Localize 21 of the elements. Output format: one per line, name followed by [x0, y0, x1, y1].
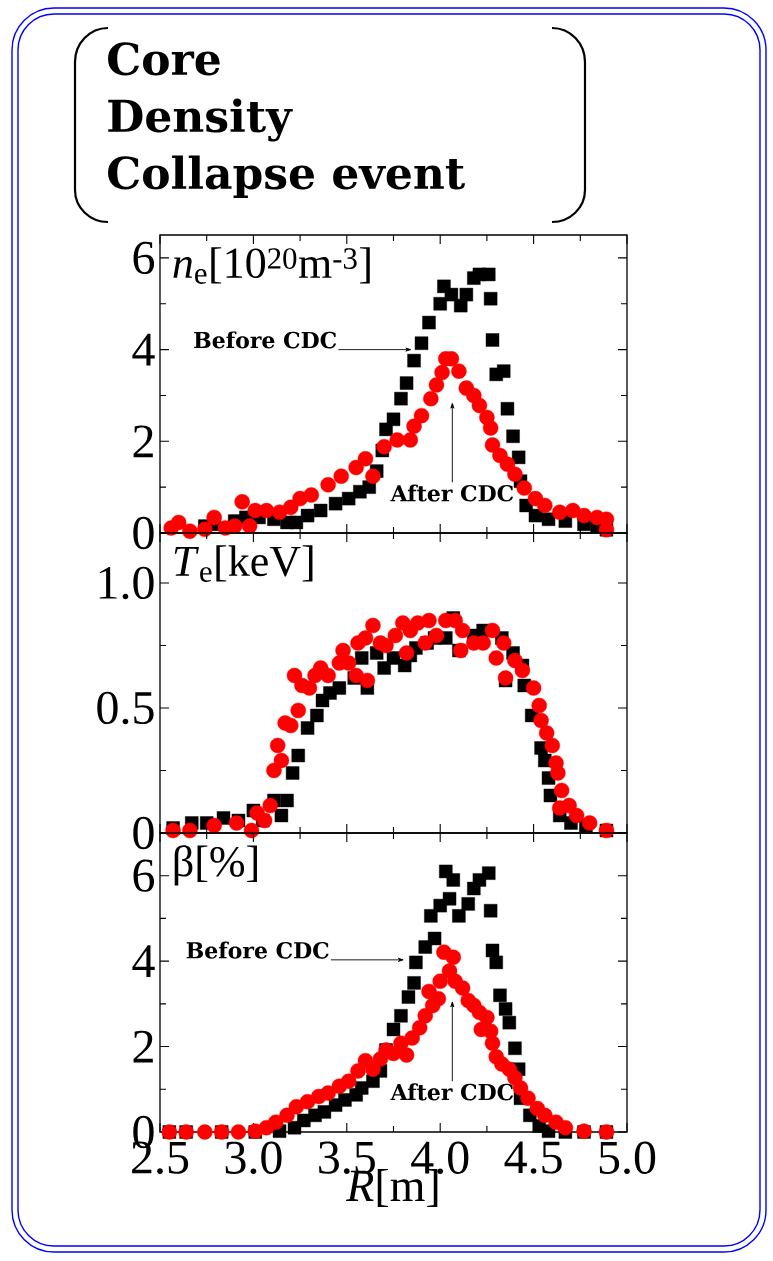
- y-axis-title: T$_{e}$[keV]: [174, 545, 313, 582]
- annotation: Before CDC: [194, 331, 337, 349]
- x-tick-label: 5.0: [599, 1141, 656, 1175]
- y-tick-label: 0.5: [97, 691, 154, 725]
- y-tick-label: 1.0: [99, 566, 154, 600]
- y-tick-label: 4: [132, 333, 155, 366]
- y-tick-label: 0: [133, 516, 154, 550]
- annotation: After CDC: [390, 484, 514, 502]
- annotation: Before CDC: [186, 941, 329, 959]
- x-tick-label: 4.5: [504, 1141, 562, 1174]
- y-tick-label: 6: [133, 859, 155, 892]
- y-tick-label: 2: [133, 425, 153, 458]
- y-tick-label: 2: [133, 1030, 153, 1063]
- y-axis-title: n$_{e}$[10$^{20}$m$^{-3}$]: [173, 247, 370, 284]
- y-tick-label: 4: [132, 945, 155, 977]
- annotation: After CDC: [390, 1083, 514, 1101]
- y-axis-title: β[%]: [174, 845, 257, 886]
- y-tick-label: 0: [133, 816, 154, 850]
- chart-title: Core Density Collapse event: [108, 42, 465, 198]
- y-tick-label: 6: [133, 241, 155, 275]
- x-tick-label: 3.0: [225, 1141, 282, 1175]
